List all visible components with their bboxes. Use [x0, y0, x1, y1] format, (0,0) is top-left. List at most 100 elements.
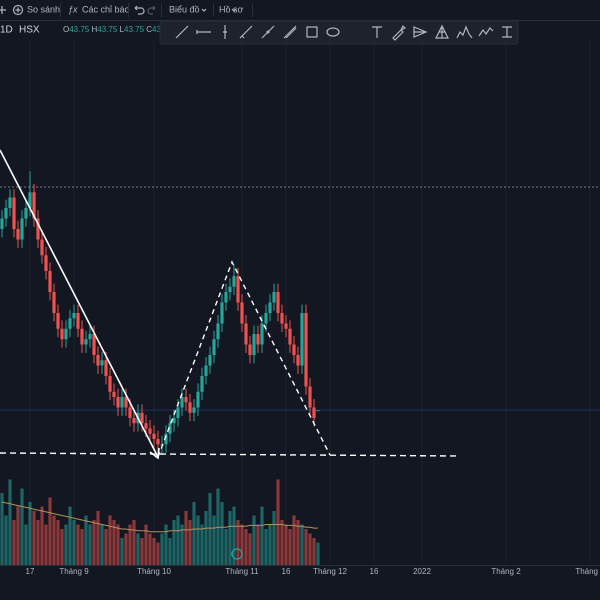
volume-bar: [160, 533, 164, 565]
ellipse-tool[interactable]: [326, 27, 340, 37]
candle-body: [188, 402, 192, 413]
vertical-line-tool[interactable]: [223, 25, 227, 39]
candle-body: [76, 313, 80, 329]
candle-body: [284, 323, 288, 329]
compare-icon: [12, 4, 24, 16]
candle-body: [108, 376, 112, 392]
chart-menu[interactable]: Biểu đồ: [169, 4, 207, 14]
trend-line-tool[interactable]: [175, 25, 189, 39]
volume-bar: [80, 529, 84, 565]
candle-body: [244, 323, 248, 345]
elliott-tool[interactable]: [478, 27, 494, 37]
candle-body: [100, 360, 104, 366]
volume-bar: [12, 520, 16, 565]
indicators-button[interactable]: ƒx Các chỉ báo: [68, 4, 130, 14]
candle-body: [128, 407, 132, 418]
volume-bar: [120, 538, 124, 565]
candle-body: [300, 313, 304, 366]
volume-bar: [60, 529, 64, 565]
candle-body: [180, 397, 184, 408]
x-tick-label: Tháng 12: [313, 567, 347, 576]
x-tick-label: Tháng 2: [491, 567, 521, 576]
volume-bar: [128, 524, 132, 565]
candle-body: [120, 397, 124, 408]
volume-bar: [36, 520, 40, 565]
profile-menu[interactable]: Hồ sơ: [219, 4, 244, 14]
volume-bar: [24, 524, 28, 565]
chart-menu-label: Biểu đồ: [169, 4, 200, 14]
volume-bar: [252, 515, 256, 565]
ray-tool[interactable]: [239, 25, 253, 39]
candle-body: [156, 439, 160, 445]
volume-bar: [188, 520, 192, 565]
volume-bar: [280, 520, 284, 565]
trend-arrow: [0, 149, 159, 458]
volume-bar: [96, 511, 100, 565]
candle-body: [72, 313, 76, 319]
candle-body: [112, 391, 116, 397]
tool-dot: [266, 30, 270, 34]
volume-bar: [272, 511, 276, 565]
candle-body: [0, 218, 4, 229]
volume-ma: [1, 501, 318, 533]
candle-body: [204, 365, 208, 376]
top-toolbar: [0, 0, 600, 20]
add-icon[interactable]: [0, 6, 6, 14]
candle-body: [152, 433, 156, 439]
volume-bar: [148, 533, 152, 565]
pitchfork-tool[interactable]: [413, 26, 428, 38]
volume-bar: [220, 502, 224, 565]
candle-body: [288, 328, 292, 345]
candle-body: [116, 397, 120, 408]
redo-button[interactable]: [147, 5, 156, 15]
rectangle-tool[interactable]: [306, 26, 318, 38]
candle-body: [308, 386, 312, 408]
candle-body: [164, 433, 168, 445]
volume-bar: [184, 511, 188, 565]
volume-bar: [108, 515, 112, 565]
undo-button[interactable]: [134, 5, 145, 15]
volume-bar: [176, 515, 180, 565]
candle-body: [20, 218, 24, 240]
x-tick-label: Tháng 10: [137, 567, 171, 576]
volume-bar: [268, 524, 272, 565]
volume-bar: [116, 524, 120, 565]
volume-bar: [68, 506, 72, 565]
volume-bar: [248, 533, 252, 565]
volume-bar: [180, 524, 184, 565]
candle-body: [28, 192, 32, 208]
volume-bar: [76, 524, 80, 565]
compare-button[interactable]: So sánh: [12, 4, 61, 16]
measure-tool[interactable]: [502, 26, 512, 38]
volume-bar: [244, 529, 248, 565]
candle-body: [256, 334, 260, 345]
volume-bar: [288, 529, 292, 565]
fib-tool[interactable]: [435, 24, 449, 39]
ohlc-key: L: [120, 25, 125, 34]
text-tool[interactable]: [372, 26, 382, 38]
candle-body: [236, 276, 240, 303]
volume-bar: [152, 538, 156, 565]
x-tick-label: Tháng 11: [225, 567, 259, 576]
volume-bar: [88, 524, 92, 565]
horizontal-ray-tool[interactable]: [196, 30, 211, 34]
candle-body: [140, 412, 144, 424]
x-tick-label: 16: [282, 567, 291, 576]
pattern-tool[interactable]: [456, 25, 473, 39]
volume-bar: [48, 497, 52, 565]
volume-bar: [164, 524, 168, 565]
ohlc-value: 43.75: [97, 25, 118, 34]
candle-body: [228, 286, 232, 292]
volume-bar: [256, 524, 260, 565]
candle-body: [4, 208, 8, 219]
volume-bar: [104, 529, 108, 565]
volume-bar: [56, 520, 60, 565]
parallel-channel-tool[interactable]: [283, 25, 297, 39]
volume-bar: [260, 506, 264, 565]
indicators-icon: ƒx: [68, 4, 78, 14]
brush-tool[interactable]: [392, 24, 407, 41]
candle-body: [240, 302, 244, 324]
caret: [231, 8, 237, 12]
candle-body: [12, 197, 16, 229]
ohlc-legend: O43.75 H43.75 L43.75 C43.75: [63, 25, 173, 34]
